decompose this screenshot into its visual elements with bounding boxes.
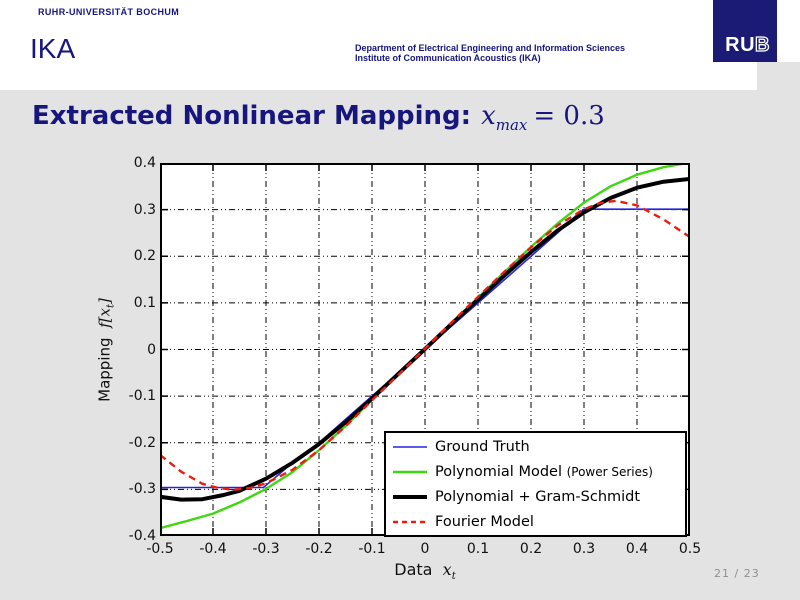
legend-label-polynomial-model-power-series: Polynomial Model (Power Series): [435, 464, 653, 480]
y-axis-label-close: ]: [95, 298, 114, 305]
university-name: RUHR-UNIVERSITÄT BOCHUM: [38, 7, 180, 17]
rub-logo-text-solid: RU: [725, 34, 756, 56]
slide-header: RUHR-UNIVERSITÄT BOCHUM IKA Department o…: [0, 0, 800, 90]
y-tick-label: 0: [147, 341, 156, 358]
rub-logo-text-outline: B: [754, 33, 770, 56]
y-axis-label: Mapping f[xt]: [95, 298, 117, 402]
legend-line-sample-polynomial-gram-schmidt: [393, 495, 427, 499]
x-tick-label: -0.5: [146, 541, 174, 557]
x-tick-label: -0.2: [305, 541, 333, 557]
y-tick-label: -0.3: [128, 481, 156, 498]
page-indicator: 21 / 23: [714, 567, 760, 580]
x-tick-label: 0.1: [466, 541, 490, 557]
slide-title-math-rest: = 0.3: [533, 101, 605, 131]
department-line1: Department of Electrical Engineering and…: [355, 43, 626, 53]
slide-title-math-sub: max: [495, 116, 528, 135]
department-line2: Institute of Communication Acoustics (IK…: [355, 53, 541, 63]
plot-legend: Ground Truth Polynomial Model (Power Seri…: [384, 431, 687, 537]
y-tick-label: -0.2: [128, 434, 156, 451]
slide-title-text: Extracted Nonlinear Mapping:: [32, 101, 472, 131]
y-tick-label: 0.2: [133, 248, 156, 265]
legend-item-polynomial-model-power-series: Polynomial Model (Power Series): [386, 460, 685, 484]
y-tick-label: 0.3: [133, 201, 156, 218]
legend-line-sample-ground-truth: [393, 446, 427, 448]
y-tick-label: 0.1: [133, 294, 156, 311]
x-axis-label: Data xt: [394, 560, 456, 583]
y-tick-label: 0.4: [133, 155, 156, 171]
department-info: Department of Electrical Engineering and…: [355, 43, 685, 63]
gray-corner-square: [757, 62, 800, 90]
x-tick-label: -0.1: [358, 541, 386, 557]
curve-fourier-model: [162, 199, 688, 491]
legend-label-fourier-model: Fourier Model: [435, 514, 534, 530]
legend-item-polynomial-gram-schmidt: Polynomial + Gram-Schmidt: [386, 485, 685, 509]
x-tick-label: 0.2: [519, 541, 543, 557]
x-tick-label: -0.4: [199, 541, 227, 557]
legend-label-ground-truth: Ground Truth: [435, 439, 530, 455]
y-axis-label-math: f[x: [95, 308, 114, 328]
legend-item-fourier-model: Fourier Model: [386, 510, 685, 534]
rub-logo-text: RUB: [725, 33, 770, 57]
x-axis-label-math: x: [442, 560, 452, 579]
slide-title: Extracted Nonlinear Mapping: xmax = 0.3: [32, 101, 605, 134]
curve-polynomial-gram-schmidt: [162, 177, 688, 502]
y-tick-label: -0.1: [128, 388, 156, 405]
slide-title-math-var: xmax: [481, 101, 528, 135]
legend-line-sample-polynomial-model-power-series: [393, 470, 427, 474]
legend-line-sample-fourier-model: [393, 520, 427, 524]
legend-label-polynomial-gram-schmidt: Polynomial + Gram-Schmidt: [435, 489, 641, 505]
legend-item-ground-truth: Ground Truth: [386, 435, 685, 459]
y-tick-label: -0.4: [128, 528, 156, 544]
x-tick-label: 0: [420, 541, 430, 557]
rub-logo: RUB: [713, 0, 777, 62]
x-tick-label: 0.5: [678, 541, 702, 557]
x-tick-label: 0.3: [572, 541, 596, 557]
x-tick-label: 0.4: [625, 541, 649, 557]
institute-abbrev: IKA: [30, 33, 76, 64]
x-tick-label: -0.3: [252, 541, 280, 557]
